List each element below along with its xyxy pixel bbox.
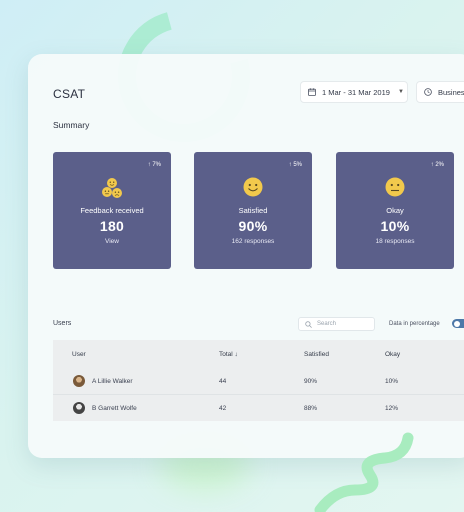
card-view-link[interactable]: View (105, 238, 119, 245)
card-delta: ↑ 5% (288, 162, 302, 168)
table-row[interactable]: B Garrett Wolfe 42 88% 12% (53, 395, 464, 421)
column-user[interactable]: User (72, 351, 86, 358)
card-label: Okay (386, 206, 404, 215)
card-feedback-received[interactable]: ↑ 7% Feedback received 180 View (53, 152, 171, 269)
users-table: User Total ↓ Satisfied Okay A Lillie Wal… (53, 340, 464, 421)
column-okay[interactable]: Okay (385, 351, 401, 358)
card-responses: 18 responses (375, 238, 415, 245)
search-input[interactable]: Search (298, 317, 375, 331)
cell-satisfied: 88% (304, 405, 318, 412)
chevron-down-icon: ▼ (397, 89, 404, 95)
card-label: Satisfied (238, 206, 268, 215)
user-name: A Lillie Walker (92, 378, 133, 385)
search-placeholder: Search (317, 321, 337, 327)
background-wave-decoration (314, 432, 414, 512)
faces-group-icon (53, 176, 171, 200)
date-range-picker[interactable]: 1 Mar - 31 Mar 2019 ▼ (300, 81, 408, 103)
cell-okay: 12% (385, 405, 399, 412)
avatar (73, 402, 85, 414)
dashboard-window: CSAT 1 Mar - 31 Mar 2019 ▼ Business Summ… (28, 54, 464, 458)
card-delta: ↑ 7% (147, 162, 161, 168)
user-name: B Garrett Wolfe (92, 405, 137, 412)
users-heading: Users (53, 320, 72, 327)
clock-icon (424, 88, 432, 96)
data-in-percentage-toggle[interactable] (452, 319, 464, 328)
cell-total: 44 (219, 378, 227, 385)
data-in-percentage-label: Data in percentage (389, 321, 440, 327)
business-hours-label: Business (438, 87, 464, 97)
page-title: CSAT (53, 87, 86, 101)
card-value: 90% (238, 218, 268, 234)
card-value: 180 (99, 218, 125, 234)
neutral-face-icon (336, 176, 454, 200)
cell-satisfied: 90% (304, 378, 318, 385)
business-hours-selector[interactable]: Business (416, 81, 464, 103)
cell-okay: 10% (385, 378, 399, 385)
search-icon (305, 320, 312, 328)
card-label: Feedback received (80, 206, 144, 215)
cell-total: 42 (219, 405, 227, 412)
date-range-value: 1 Mar - 31 Mar 2019 (322, 87, 390, 97)
card-satisfied[interactable]: ↑ 5% Satisfied 90% 162 responses (194, 152, 312, 269)
summary-heading: Summary (53, 120, 90, 130)
card-delta: ↑ 2% (430, 162, 444, 168)
column-satisfied[interactable]: Satisfied (304, 351, 329, 358)
smiley-face-icon (194, 176, 312, 200)
row-divider (53, 394, 464, 395)
table-row[interactable]: A Lillie Walker 44 90% 10% (53, 368, 464, 394)
card-value: 10% (380, 218, 410, 234)
sort-arrow-icon: ↓ (234, 351, 238, 358)
column-total[interactable]: Total ↓ (219, 351, 238, 358)
card-responses: 162 responses (231, 238, 275, 245)
table-header: User Total ↓ Satisfied Okay (53, 340, 464, 368)
avatar (73, 375, 85, 387)
calendar-icon (308, 88, 316, 96)
card-okay[interactable]: ↑ 2% Okay 10% 18 responses (336, 152, 454, 269)
